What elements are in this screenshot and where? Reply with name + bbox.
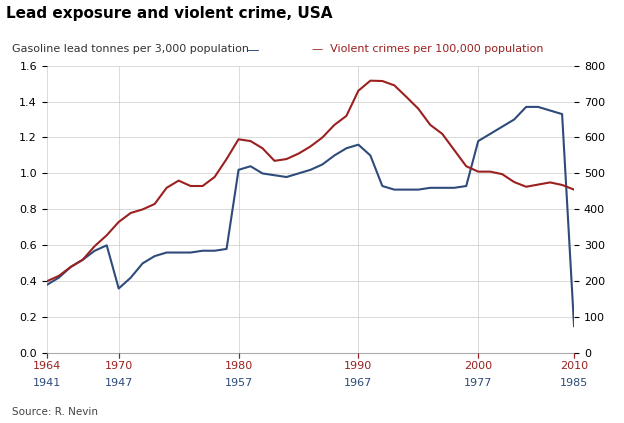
Text: Gasoline lead tonnes per 3,000 population: Gasoline lead tonnes per 3,000 populatio…: [12, 44, 256, 55]
Text: Lead exposure and violent crime, USA: Lead exposure and violent crime, USA: [6, 6, 333, 21]
Text: —: —: [246, 44, 259, 58]
Text: —  Violent crimes per 100,000 population: — Violent crimes per 100,000 population: [312, 44, 544, 55]
Text: Source: R. Nevin: Source: R. Nevin: [12, 407, 99, 417]
